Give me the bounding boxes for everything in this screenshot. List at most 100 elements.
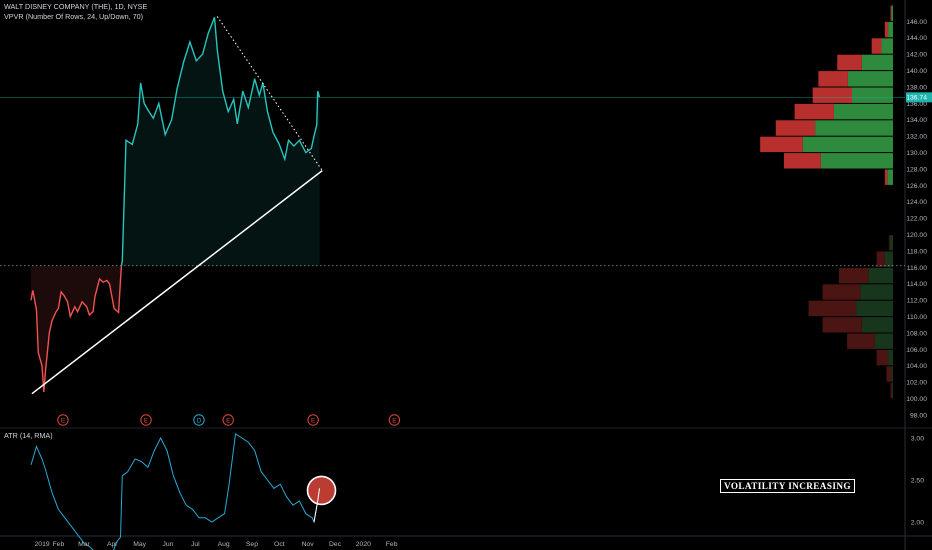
- price-tick-label: 126.00: [906, 183, 927, 190]
- time-tick-label: Mar: [78, 541, 90, 548]
- last-price-label: 136.74: [906, 95, 927, 102]
- event-earnings-icon: [388, 414, 401, 426]
- volume-profile: [760, 5, 893, 399]
- vp-up-bar: [820, 153, 893, 169]
- price-tick-label: 142.00: [906, 52, 927, 59]
- time-tick-label: Sep: [246, 541, 258, 548]
- event-earnings-icon: [222, 414, 234, 426]
- vp-up-bar: [860, 284, 893, 300]
- vp-down-bar: [886, 366, 892, 382]
- atr-tick-label: 2.50: [911, 477, 924, 484]
- price-tick-label: 124.00: [906, 199, 927, 206]
- vp-down-bar: [812, 87, 852, 103]
- atr-line-highlight: [313, 488, 320, 523]
- vp-down-bar: [837, 54, 862, 71]
- price-tick-label: 132.00: [906, 134, 927, 141]
- event-label: D: [197, 417, 202, 424]
- event-earnings-icon: [57, 414, 69, 426]
- price-tick-label: 130.00: [906, 150, 927, 157]
- vpvr-legend[interactable]: VPVR (Number Of Rows, 24, Up/Down, 70): [4, 12, 144, 21]
- time-tick-label: Feb: [386, 541, 398, 548]
- vp-up-bar: [881, 38, 893, 54]
- time-tick-label: Jun: [162, 541, 173, 548]
- price-tick-label: 116.00: [907, 265, 928, 272]
- atr-legend[interactable]: ATR (14, RMA): [4, 431, 53, 440]
- vp-down-bar: [876, 251, 885, 267]
- symbol-title[interactable]: WALT DISNEY COMPANY (THE), 1D, NYSE: [4, 2, 148, 11]
- time-tick-label: 2020: [356, 541, 371, 548]
- vp-up-bar: [889, 235, 893, 251]
- atr-pane: [30, 432, 337, 550]
- price-tick-label: 118.00: [907, 248, 928, 255]
- time-tick-label: Feb: [53, 541, 65, 548]
- price-tick-label: 144.00: [906, 35, 927, 42]
- vp-up-bar: [891, 366, 893, 382]
- price-tick-label: 112.00: [907, 298, 928, 305]
- vp-down-bar: [871, 38, 882, 54]
- vp-down-bar: [847, 333, 875, 349]
- vp-down-bar: [884, 21, 889, 38]
- time-tick-label: Nov: [302, 541, 315, 548]
- price-tick-label: 128.00: [906, 166, 927, 173]
- event-earnings-icon: [307, 414, 319, 426]
- event-label: E: [61, 417, 65, 424]
- vp-up-bar: [888, 21, 893, 38]
- trendlines: [31, 16, 323, 395]
- below-area-fill: [31, 265, 122, 392]
- atr-line: [30, 432, 320, 550]
- event-label: E: [226, 417, 230, 424]
- vp-up-bar: [874, 333, 893, 349]
- price-line-below: [30, 265, 123, 393]
- vp-down-bar: [783, 153, 821, 169]
- vp-up-bar: [833, 103, 893, 120]
- price-tick-label: 138.00: [906, 84, 927, 91]
- time-tick-label: Oct: [274, 541, 285, 548]
- price-tick-label: 114.00: [907, 281, 928, 288]
- vp-down-bar: [760, 136, 803, 153]
- vp-up-bar: [856, 300, 893, 317]
- trendline-ascending-support: [31, 170, 323, 395]
- price-tick-label: 122.00: [906, 216, 927, 223]
- event-dividend-icon: [193, 414, 205, 426]
- price-tick-label: 100.00: [906, 396, 927, 403]
- vp-down-bar: [838, 267, 869, 284]
- price-tick-label: 104.00: [906, 363, 927, 370]
- price-tick-label: 146.00: [906, 19, 927, 26]
- vp-down-bar: [822, 284, 861, 300]
- vp-down-bar: [794, 103, 834, 120]
- atr-tick-label: 3.00: [911, 435, 924, 442]
- price-tick-label: 110.00: [907, 314, 928, 321]
- event-label: E: [392, 417, 396, 424]
- last-price-tag: [906, 92, 932, 103]
- time-tick-label: Aug: [218, 541, 230, 548]
- volatility-highlight-circle: [306, 475, 337, 506]
- price-tick-label: 134.00: [906, 117, 927, 124]
- vp-up-bar: [888, 349, 893, 366]
- price-line-above: [120, 17, 321, 266]
- vp-up-bar: [868, 267, 893, 284]
- event-label: E: [144, 417, 148, 424]
- vp-up-bar: [847, 71, 893, 87]
- vp-down-bar: [890, 382, 893, 399]
- vp-up-bar: [861, 54, 893, 71]
- price-tick-label: 108.00: [906, 330, 927, 337]
- price-tick-label: 98.00: [910, 412, 927, 419]
- above-area-fill: [121, 17, 320, 266]
- price-tick-label: 140.00: [906, 68, 927, 75]
- event-label: E: [311, 417, 315, 424]
- vp-up-bar: [887, 169, 893, 185]
- vp-down-bar: [884, 169, 888, 185]
- vp-up-bar: [891, 5, 893, 21]
- vp-down-bar: [890, 5, 892, 21]
- time-tick-label: May: [133, 541, 146, 548]
- trendline-descending-resistance: [216, 16, 323, 171]
- vp-up-bar: [802, 136, 893, 153]
- vp-up-bar: [884, 251, 893, 267]
- event-earnings-icon: [140, 414, 152, 426]
- price-tick-label: 102.00: [906, 380, 927, 387]
- vp-down-bar: [808, 300, 857, 317]
- atr-tick-label: 2.00: [911, 519, 924, 526]
